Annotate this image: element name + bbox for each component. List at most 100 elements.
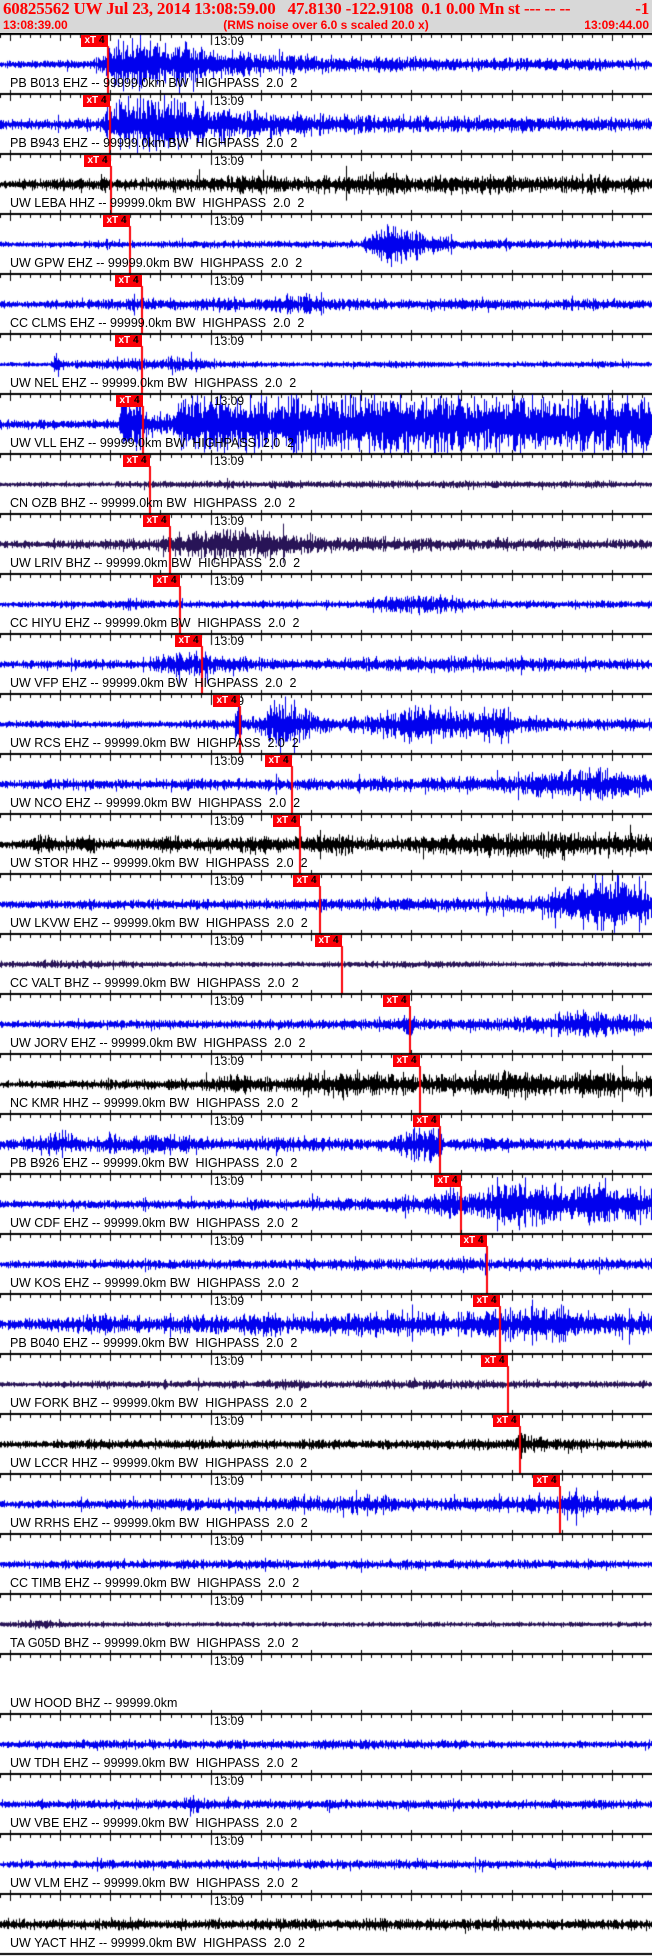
pick-label-number: 4	[400, 995, 407, 1006]
trace-row: 13:09 xT 4 UW STOR HHZ -- 99999.0km BW HIG…	[0, 813, 652, 873]
minute-tick-label: 13:09	[214, 1354, 245, 1368]
minute-tick-label: 13:09	[214, 514, 245, 528]
trace-row: 13:09 CC TIMB EHZ -- 99999.0km BW HIGHPAS…	[0, 1533, 652, 1593]
pick-label-phase: xT	[496, 1415, 509, 1426]
trace-row: 13:09 xT 4 UW NEL EHZ -- 99999.0km BW HIGH…	[0, 333, 652, 393]
pick-marker[interactable]: xT 4	[434, 1175, 461, 1187]
pick-marker[interactable]: xT 4	[103, 215, 130, 227]
pick-marker[interactable]: xT 4	[273, 815, 300, 827]
pick-marker[interactable]: xT 4	[293, 875, 320, 887]
minute-tick-label: 13:09	[214, 994, 245, 1008]
pick-label-phase: xT	[476, 1295, 489, 1306]
pick-marker[interactable]: xT 4	[84, 155, 111, 167]
pick-marker[interactable]: xT 4	[143, 515, 170, 527]
pick-label-phase: xT	[156, 575, 169, 586]
station-label: UW VLM EHZ -- 99999.0km BW HIGHPASS 2.0 …	[10, 1876, 299, 1890]
pick-marker[interactable]: xT 4	[115, 335, 142, 347]
pick-marker[interactable]: xT 4	[81, 35, 108, 47]
pick-label-phase: xT	[118, 335, 131, 346]
trace-row: 13:09 xT 4 CC VALT BHZ -- 99999.0km BW HIG…	[0, 933, 652, 993]
pick-marker[interactable]: xT 4	[265, 755, 292, 767]
pick-marker[interactable]: xT 4	[460, 1235, 487, 1247]
pick-marker[interactable]: xT 4	[481, 1355, 508, 1367]
pick-label-phase: xT	[416, 1115, 429, 1126]
pick-label-number: 4	[332, 935, 339, 946]
trace-row: 13:09 xT 4 PB B013 EHZ -- 99999.0km BW HIG…	[0, 33, 652, 93]
pick-marker[interactable]: xT 4	[116, 395, 143, 407]
pick-marker[interactable]: xT 4	[383, 995, 410, 1007]
minute-tick-label: 13:09	[214, 1114, 245, 1128]
trace-row: 13:09 xT 4 UW KOS EHZ -- 99999.0km BW HIGH…	[0, 1233, 652, 1293]
pick-marker[interactable]: xT 4	[213, 695, 240, 707]
pick-label-phase: xT	[146, 515, 159, 526]
station-label: UW VBE EHZ -- 99999.0km BW HIGHPASS 2.0 …	[10, 1816, 298, 1830]
trace-row: 13:09 xT 4 UW NCO EHZ -- 99999.0km BW HIGH…	[0, 753, 652, 813]
trace-row: 13:09 xT 4 CN OZB BHZ -- 99999.0km BW HIGH…	[0, 453, 652, 513]
pick-label-number: 4	[160, 515, 167, 526]
minute-tick-label: 13:09	[214, 574, 245, 588]
pick-label-phase: xT	[87, 155, 100, 166]
pick-label-number: 4	[132, 335, 139, 346]
station-label: UW RCS EHZ -- 99999.0km BW HIGHPASS 2.0 …	[10, 736, 299, 750]
trace-row: 13:09 xT 4 UW JORV EHZ -- 99999.0km BW HIG…	[0, 993, 652, 1053]
station-label: CC TIMB EHZ -- 99999.0km BW HIGHPASS 2.0…	[10, 1576, 300, 1590]
pick-label-number: 4	[477, 1235, 484, 1246]
pick-label-phase: xT	[84, 35, 97, 46]
station-label: PB B943 EHZ -- 99999.0km BW HIGHPASS 2.0…	[10, 136, 298, 150]
pick-marker[interactable]: xT 4	[493, 1415, 520, 1427]
minute-tick-label: 13:09	[214, 334, 245, 348]
pick-marker[interactable]: xT 4	[413, 1115, 440, 1127]
pick-marker[interactable]: xT 4	[473, 1295, 500, 1307]
minute-tick-label: 13:09	[214, 454, 245, 468]
pick-label-number: 4	[510, 1415, 517, 1426]
pick-label-number: 4	[230, 695, 237, 706]
station-label: NC KMR HHZ -- 99999.0km BW HIGHPASS 2.0 …	[10, 1096, 299, 1110]
pick-label-number: 4	[170, 575, 177, 586]
trace-row: 13:09 UW VBE EHZ -- 99999.0km BW HIGHPASS…	[0, 1773, 652, 1833]
pick-label-number: 4	[490, 1295, 497, 1306]
minute-tick-label: 13:09	[214, 1294, 245, 1308]
pick-label-number: 4	[498, 1355, 505, 1366]
station-label: CC VALT BHZ -- 99999.0km BW HIGHPASS 2.0…	[10, 976, 299, 990]
pick-marker[interactable]: xT 4	[533, 1475, 560, 1487]
minute-tick-label: 13:09	[214, 1654, 245, 1668]
station-label: UW JORV EHZ -- 99999.0km BW HIGHPASS 2.0…	[10, 1036, 306, 1050]
minute-tick-label: 13:09	[214, 1594, 245, 1608]
window-start-time: 13:08:39.00	[3, 18, 68, 32]
trace-row: 13:09 xT 4 UW LCCR HHZ -- 99999.0km BW HIG…	[0, 1413, 652, 1473]
pick-marker[interactable]: xT 4	[83, 95, 110, 107]
trace-row: 13:09 xT 4 UW CDF EHZ -- 99999.0km BW HIGH…	[0, 1173, 652, 1233]
station-label: UW CDF EHZ -- 99999.0km BW HIGHPASS 2.0 …	[10, 1216, 299, 1230]
pick-label-number: 4	[120, 215, 127, 226]
pick-marker[interactable]: xT 4	[175, 635, 202, 647]
pick-label-phase: xT	[386, 995, 399, 1006]
event-header: 60825562 UW Jul 23, 2014 13:08:59.00 47.…	[0, 0, 652, 33]
pick-label-phase: xT	[276, 815, 289, 826]
station-label: UW VLL EHZ -- 99999.0km BW HIGHPASS 2.0 …	[10, 436, 295, 450]
trace-row: 13:09 xT 4 UW VLL EHZ -- 99999.0km BW HIGH…	[0, 393, 652, 453]
minute-tick-label: 13:09	[214, 1834, 245, 1848]
pick-marker[interactable]: xT 4	[123, 455, 150, 467]
station-label: CC CLMS EHZ -- 99999.0km BW HIGHPASS 2.0…	[10, 316, 305, 330]
station-label: CC HIYU EHZ -- 99999.0km BW HIGHPASS 2.0…	[10, 616, 300, 630]
minute-tick-label: 13:09	[214, 1474, 245, 1488]
seismogram-canvas[interactable]	[0, 33, 652, 1958]
trace-row: 13:09 xT 4 UW LKVW EHZ -- 99999.0km BW HIG…	[0, 873, 652, 933]
pick-marker[interactable]: xT 4	[153, 575, 180, 587]
trace-row: 13:09 xT 4 UW FORK BHZ -- 99999.0km BW HIG…	[0, 1353, 652, 1413]
pick-marker[interactable]: xT 4	[115, 275, 142, 287]
minute-tick-label: 13:09	[214, 154, 245, 168]
pick-label-number: 4	[290, 815, 297, 826]
trace-row: 13:09 xT 4 NC KMR HHZ -- 99999.0km BW HIGH…	[0, 1053, 652, 1113]
station-label: TA G05D BHZ -- 99999.0km BW HIGHPASS 2.0…	[10, 1636, 299, 1650]
station-label: CN OZB BHZ -- 99999.0km BW HIGHPASS 2.0 …	[10, 496, 296, 510]
pick-marker[interactable]: xT 4	[393, 1055, 420, 1067]
minute-tick-label: 13:09	[214, 1174, 245, 1188]
pick-marker[interactable]: xT 4	[315, 935, 342, 947]
station-label: UW KOS EHZ -- 99999.0km BW HIGHPASS 2.0 …	[10, 1276, 299, 1290]
pick-label-number: 4	[451, 1175, 458, 1186]
rms-scaling-note: (RMS noise over 6.0 s scaled 20.0 x)	[223, 18, 429, 32]
pick-label-number: 4	[101, 155, 108, 166]
